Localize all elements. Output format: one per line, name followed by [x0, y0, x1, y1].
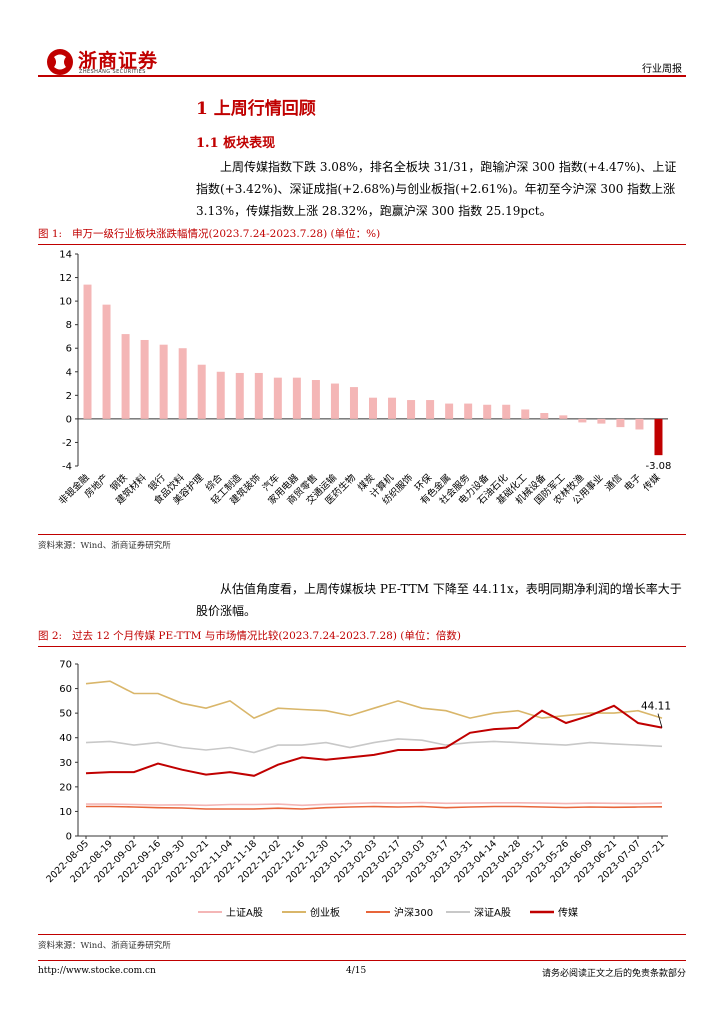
figure-2-source: 资料来源：Wind、浙商证券研究所: [38, 934, 686, 951]
figure-1-source: 资料来源：Wind、浙商证券研究所: [38, 534, 686, 551]
bar: [597, 418, 606, 424]
annotation-leader: [657, 713, 663, 728]
subsection-heading: 1.1 板块表现: [196, 136, 276, 151]
figure-1-label: 图 1:: [38, 228, 63, 240]
bar: [654, 418, 663, 456]
bar: [292, 377, 301, 419]
legend-label: 传媒: [558, 907, 578, 919]
bar: [502, 404, 511, 419]
y-tick-label: -4: [62, 462, 72, 473]
header-divider: [38, 75, 686, 77]
figure-2-title: 图 2: 过去 12 个月传媒 PE-TTM 与市场情况比较(2023.7.24-…: [38, 628, 686, 647]
paragraph-2: 从估值角度看，上周传媒板块 PE-TTM 下降至 44.11x，表明同期净利润的…: [196, 582, 682, 618]
y-tick-label: 0: [66, 414, 72, 425]
bar: [254, 372, 263, 419]
footer-divider: [38, 960, 686, 961]
bar: [83, 284, 92, 419]
y-tick-label: 2: [66, 391, 72, 402]
legend-label: 上证A股: [226, 907, 263, 919]
bar: [102, 304, 111, 419]
y-tick-label: 10: [59, 807, 72, 818]
bar: [559, 415, 568, 419]
bar: [178, 348, 187, 419]
y-tick-label: 50: [59, 709, 72, 720]
bar: [616, 418, 625, 428]
end-value-label: 44.11: [641, 701, 671, 713]
footer-url: http://www.stocke.com.cn: [38, 966, 156, 976]
figure-2-caption: 过去 12 个月传媒 PE-TTM 与市场情况比较(2023.7.24-2023…: [72, 630, 461, 642]
x-tick-label: 电子: [622, 471, 644, 493]
bar: [388, 397, 397, 419]
data-label: -3.08: [646, 461, 672, 472]
legend-label: 创业板: [310, 906, 340, 919]
bar: [235, 372, 244, 419]
y-tick-label: 70: [59, 660, 72, 671]
bar: [273, 377, 282, 419]
bar: [140, 339, 149, 419]
y-tick-label: 60: [59, 684, 72, 695]
paragraph-1: 上周传媒指数下跌 3.08%，排名全板块 31/31，跑输沪深 300 指数(+…: [196, 160, 677, 218]
section-heading: 1 上周行情回顾: [196, 99, 316, 119]
legend: 上证A股 创业板 沪深300 深证A股 传媒: [198, 906, 578, 919]
y-tick-label: 40: [59, 733, 72, 744]
bar: [426, 400, 435, 419]
bar: [330, 383, 339, 419]
page-number: 4/15: [346, 966, 367, 976]
y-tick-label: 14: [59, 250, 72, 261]
line-chart: 0102030405060702022-08-052022-08-192022-…: [44, 660, 671, 920]
bar: [464, 403, 473, 419]
bar: [483, 404, 492, 419]
bar: [311, 380, 320, 419]
bar: [407, 400, 416, 419]
bar-chart: -4-202468101214非银金融房地产钢铁建筑材料银行食品饮料美容护理综合…: [56, 250, 672, 508]
y-tick-label: -2: [62, 438, 72, 449]
bar: [540, 413, 549, 419]
y-tick-label: 4: [66, 367, 72, 378]
y-tick-label: 6: [66, 344, 72, 355]
bar: [121, 334, 130, 419]
series-line: [86, 801, 663, 807]
y-tick-label: 0: [66, 832, 72, 843]
figure-1-caption: 申万一级行业板块涨跌幅情况(2023.7.24-2023.7.28) (单位：%…: [72, 228, 381, 240]
series-line: [85, 704, 663, 777]
figure-2-label: 图 2:: [38, 630, 63, 642]
figure-1-title: 图 1: 申万一级行业板块涨跌幅情况(2023.7.24-2023.7.28) (…: [38, 226, 686, 245]
series-line: [86, 805, 663, 810]
report-type: 行业周报: [642, 64, 682, 75]
series-line: [85, 680, 663, 720]
logo-text: 浙商证券: [78, 50, 159, 72]
y-tick-label: 20: [59, 782, 72, 793]
bar: [349, 387, 358, 419]
x-tick-label: 传媒: [641, 471, 663, 493]
y-tick-label: 30: [59, 758, 72, 769]
bar: [197, 364, 206, 419]
bar: [369, 397, 377, 419]
bar: [445, 403, 454, 419]
x-tick-label: 通信: [603, 472, 625, 494]
footer-disclaimer: 请务必阅读正文之后的免责条款部分: [541, 969, 686, 979]
legend-label: 沪深300: [394, 906, 433, 919]
y-tick-label: 10: [59, 297, 72, 308]
y-tick-label: 12: [59, 273, 72, 284]
bar: [635, 418, 644, 430]
page-header: 浙商证券 ZHESHANG SECURITIES 行业周报: [38, 40, 686, 80]
logo-subtitle: ZHESHANG SECURITIES: [79, 69, 146, 75]
bar: [216, 371, 225, 419]
bar: [578, 418, 587, 423]
y-tick-label: 8: [66, 320, 72, 331]
legend-label: 深证A股: [474, 907, 511, 919]
bar: [521, 409, 530, 419]
series-line: [85, 738, 663, 754]
bar: [159, 344, 168, 419]
logo-icon: [47, 49, 73, 75]
